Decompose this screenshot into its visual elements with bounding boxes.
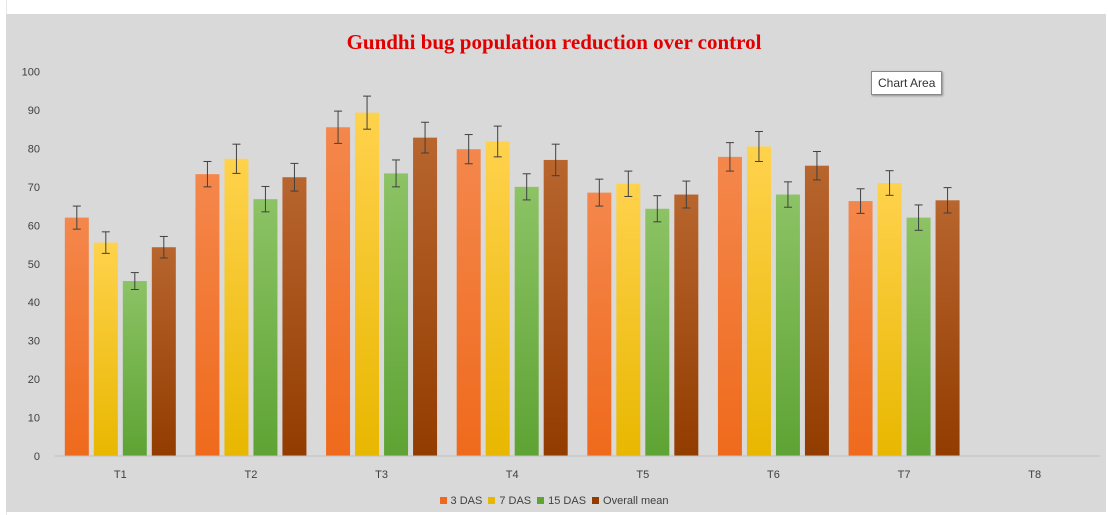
bar-T3-overall-mean[interactable]	[413, 137, 438, 456]
x-tick-label: T3	[375, 469, 388, 481]
bar-T1-3-das[interactable]	[64, 217, 89, 456]
y-tick-label: 80	[28, 143, 40, 155]
x-tick-label: T7	[898, 469, 911, 481]
bar-T1-7-das[interactable]	[93, 242, 118, 456]
chart-legend[interactable]: 3 DAS 7 DAS 15 DAS Overall mean	[0, 495, 1108, 507]
chart-area-tooltip: Chart Area	[871, 71, 943, 95]
bar-T3-3-das[interactable]	[326, 127, 351, 456]
bar-T7-7-das[interactable]	[877, 183, 902, 456]
bar-T2-3-das[interactable]	[195, 174, 220, 456]
bar-T1-overall-mean[interactable]	[151, 247, 176, 456]
y-tick-label: 30	[28, 336, 40, 348]
bar-T4-overall-mean[interactable]	[543, 159, 568, 456]
legend-label: 7 DAS	[499, 495, 532, 507]
y-tick-label: 50	[28, 259, 40, 271]
legend-label: 15 DAS	[548, 495, 587, 507]
bar-T7-15-das[interactable]	[906, 217, 931, 456]
bar-T3-15-das[interactable]	[384, 173, 409, 456]
chart-title: Gundhi bug population reduction over con…	[346, 30, 762, 54]
legend-swatch	[537, 496, 545, 504]
bar-T2-15-das[interactable]	[253, 199, 278, 457]
legend-swatch	[592, 496, 600, 504]
bar-T3-7-das[interactable]	[355, 112, 380, 456]
bar-T4-7-das[interactable]	[485, 141, 510, 456]
x-tick-label: T5	[636, 469, 649, 481]
bar-T4-15-das[interactable]	[514, 186, 539, 456]
legend-item-15-das[interactable]: 15 DAS	[537, 495, 586, 507]
bar-T5-7-das[interactable]	[616, 183, 641, 457]
x-tick-label: T6	[767, 469, 780, 481]
bar-T5-overall-mean[interactable]	[674, 194, 699, 457]
legend-swatch	[488, 496, 496, 504]
bar-T7-overall-mean[interactable]	[935, 200, 960, 456]
y-tick-label: 60	[28, 220, 40, 232]
y-tick-label: 100	[22, 67, 40, 79]
bar-T6-15-das[interactable]	[775, 194, 800, 457]
x-tick-label: T1	[114, 469, 127, 481]
y-tick-label: 0	[34, 451, 40, 463]
x-tick-label: T8	[1028, 469, 1041, 481]
bar-T1-15-das[interactable]	[122, 281, 147, 456]
bar-T7-3-das[interactable]	[848, 201, 873, 456]
bar-T4-3-das[interactable]	[456, 149, 481, 456]
bar-T5-3-das[interactable]	[587, 192, 612, 456]
y-tick-label: 90	[28, 105, 40, 117]
bar-T6-7-das[interactable]	[746, 146, 771, 457]
bar-T5-15-das[interactable]	[645, 208, 670, 456]
legend-label: Overall mean	[603, 495, 669, 507]
y-tick-label: 70	[28, 182, 40, 194]
x-tick-label: T2	[245, 469, 258, 481]
y-tick-label: 10	[28, 413, 40, 425]
y-tick-label: 20	[28, 374, 40, 386]
x-tick-label: T4	[506, 469, 519, 481]
legend-swatch	[439, 496, 447, 504]
bar-T2-overall-mean[interactable]	[282, 177, 307, 457]
legend-item-7-das[interactable]: 7 DAS	[488, 495, 531, 507]
y-tick-label: 40	[28, 297, 40, 309]
bar-T6-overall-mean[interactable]	[804, 165, 829, 456]
legend-label: 3 DAS	[450, 495, 483, 507]
legend-item-3-das[interactable]: 3 DAS	[439, 495, 483, 507]
bar-T2-7-das[interactable]	[224, 158, 249, 456]
bar-T6-3-das[interactable]	[717, 156, 742, 456]
legend-item-overall-mean[interactable]: Overall mean	[592, 495, 668, 507]
